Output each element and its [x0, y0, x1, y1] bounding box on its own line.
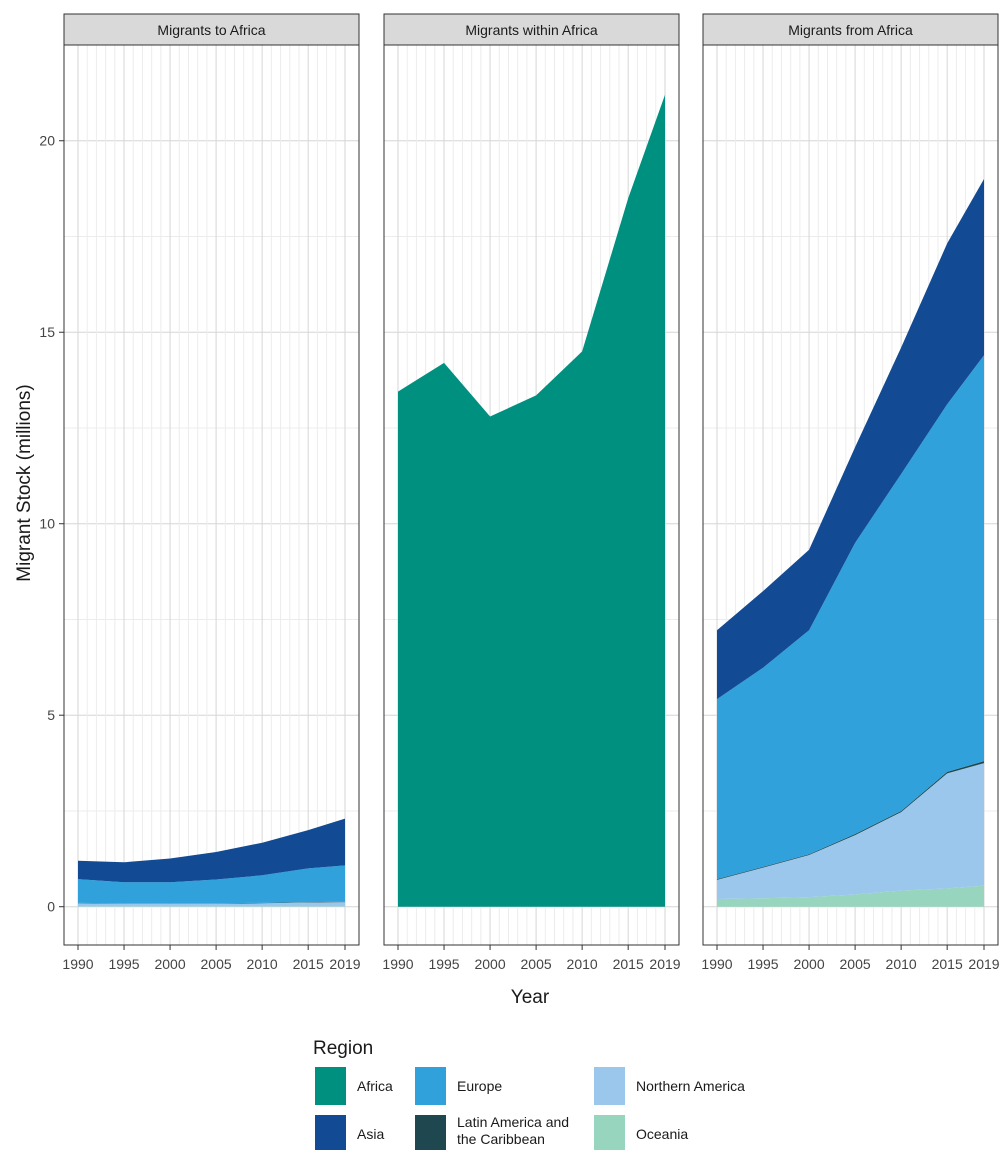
x-tick-label: 1990 — [382, 956, 413, 972]
x-tick-label: 2010 — [567, 956, 598, 972]
y-axis-label: Migrant Stock (millions) — [14, 384, 35, 581]
legend-key-europe — [415, 1067, 446, 1105]
legend-key-latin-america-and-the-caribbean — [415, 1115, 446, 1150]
panel-title: Migrants within Africa — [465, 22, 597, 38]
y-tick-label: 5 — [47, 707, 55, 723]
x-tick-label: 1995 — [108, 956, 139, 972]
legend-key-asia — [315, 1115, 346, 1150]
panel-title: Migrants to Africa — [157, 22, 265, 38]
x-tick-label: 1990 — [62, 956, 93, 972]
x-tick-label: 1990 — [701, 956, 732, 972]
x-tick-label: 2000 — [474, 956, 505, 972]
x-tick-label: 2000 — [793, 956, 824, 972]
x-tick-label: 2019 — [649, 956, 680, 972]
legend-key-oceania — [594, 1115, 625, 1150]
y-tick-label: 10 — [39, 516, 55, 532]
panel-2: Migrants within Africa 1990 1995 2000 2005 20… — [382, 14, 680, 972]
x-axis-label: Year — [511, 987, 550, 1008]
plot-background — [64, 45, 359, 945]
y-tick-label: 15 — [39, 324, 55, 340]
x-tick-label: 2015 — [932, 956, 963, 972]
x-tick-label: 2015 — [293, 956, 324, 972]
y-tick-label: 0 — [47, 899, 55, 915]
legend: Region Africa Asia Europe Latin America and… — [313, 1038, 745, 1150]
legend-label-northern-america: Northern America — [636, 1078, 745, 1094]
panel-1: Migrants to Africa 1990 1995 2000 2005 2010 20… — [62, 14, 360, 972]
panel-title: Migrants from Africa — [788, 22, 913, 38]
legend-label-europe: Europe — [457, 1078, 502, 1094]
x-tick-label: 2010 — [247, 956, 278, 972]
panels: Migrants to Africa 1990 1995 2000 2005 2010 20… — [62, 14, 999, 972]
legend-label-oceania: Oceania — [636, 1126, 688, 1142]
x-tick-label: 2005 — [840, 956, 871, 972]
x-tick-label: 2005 — [521, 956, 552, 972]
legend-title: Region — [313, 1038, 373, 1059]
panel-3: Migrants from Africa 1990 1995 2000 2005 2010… — [701, 14, 999, 972]
legend-label-asia: Asia — [357, 1126, 384, 1142]
x-tick-label: 1995 — [747, 956, 778, 972]
legend-key-africa — [315, 1067, 346, 1105]
legend-key-northern-america — [594, 1067, 625, 1105]
y-tick-label: 20 — [39, 133, 55, 149]
x-tick-label: 1995 — [428, 956, 459, 972]
legend-label-latin-america-and-the-caribbean: Latin America and the Caribbean — [457, 1114, 569, 1147]
x-tick-label: 2019 — [968, 956, 999, 972]
x-tick-label: 2005 — [201, 956, 232, 972]
x-tick-label: 2019 — [329, 956, 360, 972]
legend-label-africa: Africa — [357, 1078, 393, 1094]
x-tick-label: 2000 — [154, 956, 185, 972]
x-tick-label: 2015 — [613, 956, 644, 972]
x-tick-label: 2010 — [886, 956, 917, 972]
